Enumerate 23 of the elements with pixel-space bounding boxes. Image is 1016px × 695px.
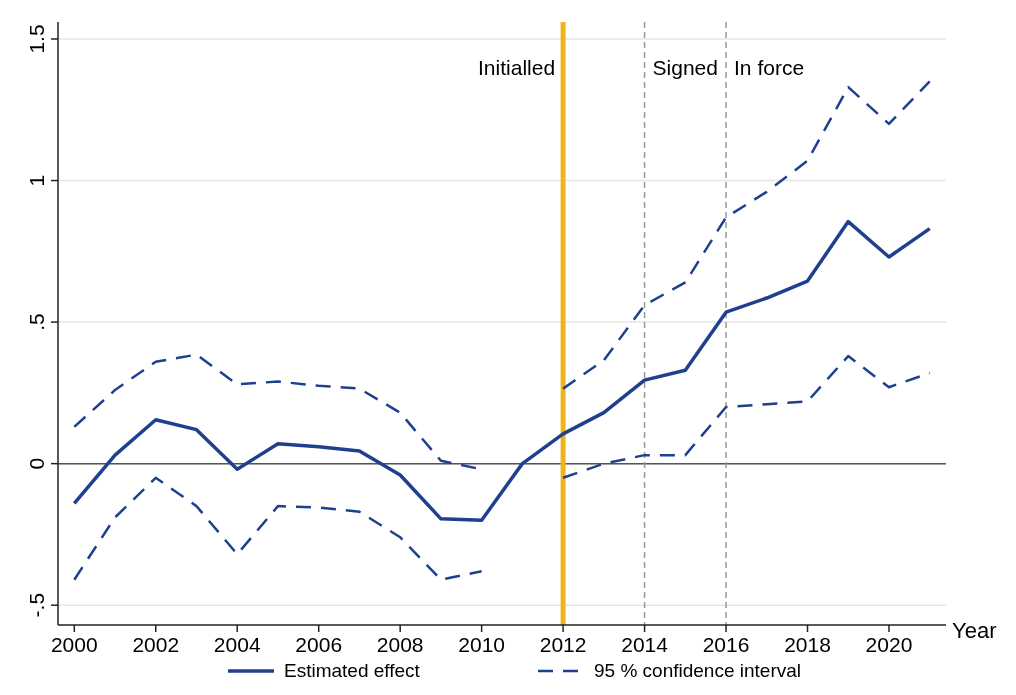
ref-line-label: Initialled: [478, 56, 556, 79]
y-tick-label: 0: [25, 457, 48, 470]
ref-line-label: Signed: [652, 56, 718, 79]
x-tick-label: 2000: [50, 633, 98, 656]
line-series: [72, 219, 932, 522]
x-tick-label: 2004: [213, 633, 261, 656]
y-tick-label: 1.5: [25, 24, 48, 54]
x-tick-label: 2020: [865, 633, 913, 656]
y-tick-label: -.5: [25, 592, 48, 618]
legend-label: Estimated effect: [284, 660, 421, 681]
x-tick-label: 2002: [132, 633, 180, 656]
x-tick-label: 2018: [784, 633, 831, 656]
x-axis-title: Year: [952, 617, 997, 643]
x-tick-label: 2014: [621, 633, 669, 656]
y-tick-label: 1: [25, 174, 48, 187]
y-tick-label: .5: [25, 313, 48, 331]
x-tick-label: 2012: [539, 633, 587, 656]
x-tick-label: 2006: [295, 633, 343, 656]
x-tick-label: 2010: [458, 633, 505, 656]
legend-label: 95 % confidence interval: [594, 660, 802, 681]
x-tick-label: 2016: [702, 633, 750, 656]
x-tick-label: 2008: [376, 633, 424, 656]
ref-line-label: In force: [734, 56, 805, 79]
